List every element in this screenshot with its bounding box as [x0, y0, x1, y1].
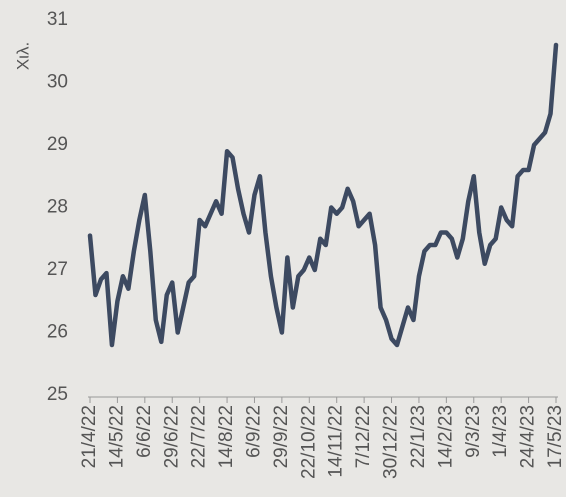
- y-tick-label: 26: [47, 322, 68, 343]
- x-tick-label: 6/9/22: [243, 405, 264, 458]
- x-tick-label: 30/12/22: [381, 405, 402, 479]
- y-tick-label: 30: [47, 72, 68, 93]
- x-tick-label: 14/2/23: [435, 405, 456, 468]
- x-tick-label: 1/4/23: [490, 405, 511, 458]
- line: [87, 42, 559, 348]
- x-tick-label: 21/4/22: [79, 405, 100, 468]
- y-tick-label: 28: [47, 197, 68, 218]
- x-tick-label: 17/5/23: [545, 405, 566, 468]
- x-tick-label: 29/6/22: [161, 405, 182, 468]
- x-tick-label: 14/5/22: [106, 405, 127, 468]
- y-tick-label: 31: [47, 9, 68, 30]
- x-tick-label: 14/11/22: [326, 405, 347, 478]
- x-tick-label: 29/9/22: [271, 405, 292, 468]
- y-tick-label: 27: [47, 259, 68, 280]
- x-tick-label: 7/12/22: [353, 405, 374, 468]
- x-tick-label: 22/10/22: [298, 405, 319, 479]
- x-tick-label: 14/8/22: [216, 405, 237, 468]
- x-tick-label: 22/1/23: [408, 405, 429, 468]
- x-tick-label: 6/6/22: [134, 405, 155, 458]
- y-axis-label: Χιλ.: [13, 42, 32, 70]
- x-tick-label: 24/4/23: [518, 405, 539, 468]
- y-tick-label: 29: [47, 134, 68, 155]
- y-tick-label: 25: [47, 384, 68, 405]
- x-tick-label: 9/3/23: [463, 405, 484, 458]
- x-tick-label: 22/7/22: [189, 405, 210, 468]
